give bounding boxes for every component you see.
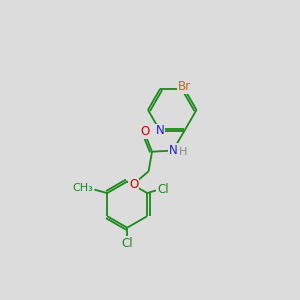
Text: Br: Br: [178, 80, 191, 93]
Text: O: O: [140, 125, 150, 138]
Text: N: N: [156, 124, 164, 137]
Text: Cl: Cl: [122, 237, 133, 250]
Text: N: N: [168, 144, 177, 157]
Text: H: H: [179, 147, 188, 157]
Text: O: O: [129, 178, 138, 190]
Text: CH₃: CH₃: [72, 184, 93, 194]
Text: Cl: Cl: [157, 183, 169, 196]
